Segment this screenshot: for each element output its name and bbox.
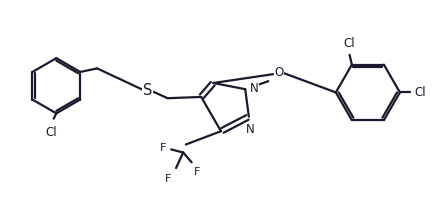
Text: S: S: [143, 83, 152, 98]
Text: F: F: [160, 143, 166, 153]
Text: O: O: [274, 66, 283, 79]
Text: N: N: [250, 82, 259, 95]
Text: N: N: [246, 123, 255, 136]
Text: F: F: [194, 167, 201, 177]
Text: F: F: [165, 174, 171, 184]
Text: Cl: Cl: [414, 86, 426, 99]
Text: Cl: Cl: [344, 37, 355, 50]
Text: Cl: Cl: [45, 126, 57, 139]
